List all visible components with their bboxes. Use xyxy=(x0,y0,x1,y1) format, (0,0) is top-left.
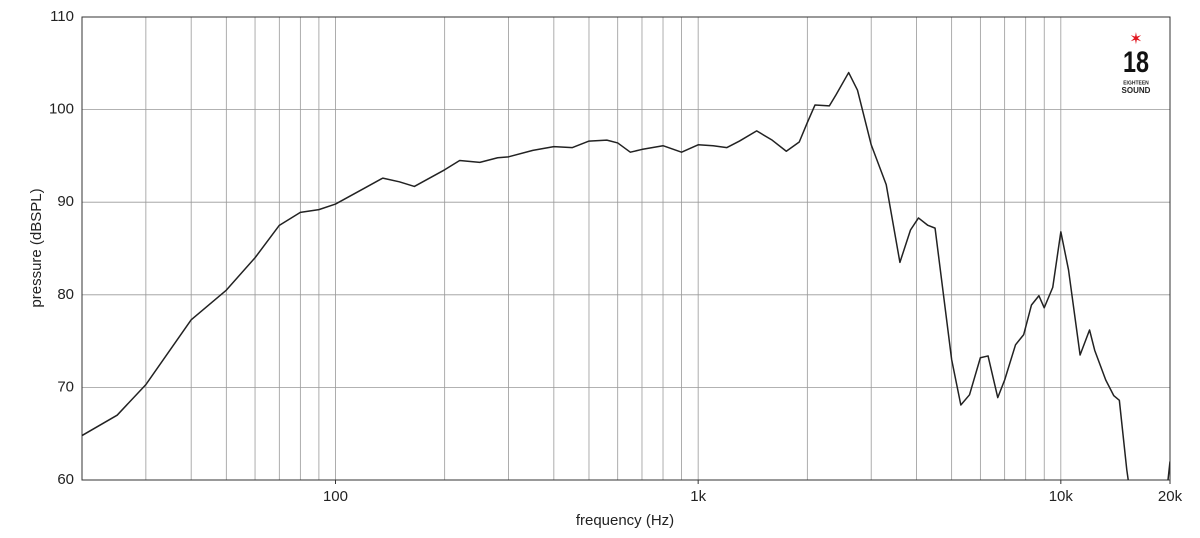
y-tick-label: 90 xyxy=(57,193,74,210)
y-tick-label: 100 xyxy=(49,101,74,118)
logo-star: ✶ xyxy=(1129,31,1142,48)
logo: ✶ 18 EIGHTEEN SOUND xyxy=(1122,31,1151,95)
x-tick-label: 100 xyxy=(323,488,348,505)
y-tick-label: 70 xyxy=(57,378,74,395)
response-line xyxy=(82,71,1170,480)
plot-frame xyxy=(81,16,1171,481)
logo-text: EIGHTEEN xyxy=(1123,80,1149,86)
logo-text: SOUND xyxy=(1122,86,1151,95)
x-tick-label: 1k xyxy=(690,488,706,505)
logo-number: 18 xyxy=(1123,46,1149,79)
y-tick-label: 80 xyxy=(57,286,74,303)
x-axis-label: frequency (Hz) xyxy=(576,512,674,529)
y-axis-label: pressure (dBSPL) xyxy=(28,188,45,307)
x-tick-label: 20k xyxy=(1158,488,1183,505)
y-tick-label: 60 xyxy=(57,471,74,488)
x-tick-label: 10k xyxy=(1049,488,1074,505)
y-tick-label: 110 xyxy=(50,8,74,25)
